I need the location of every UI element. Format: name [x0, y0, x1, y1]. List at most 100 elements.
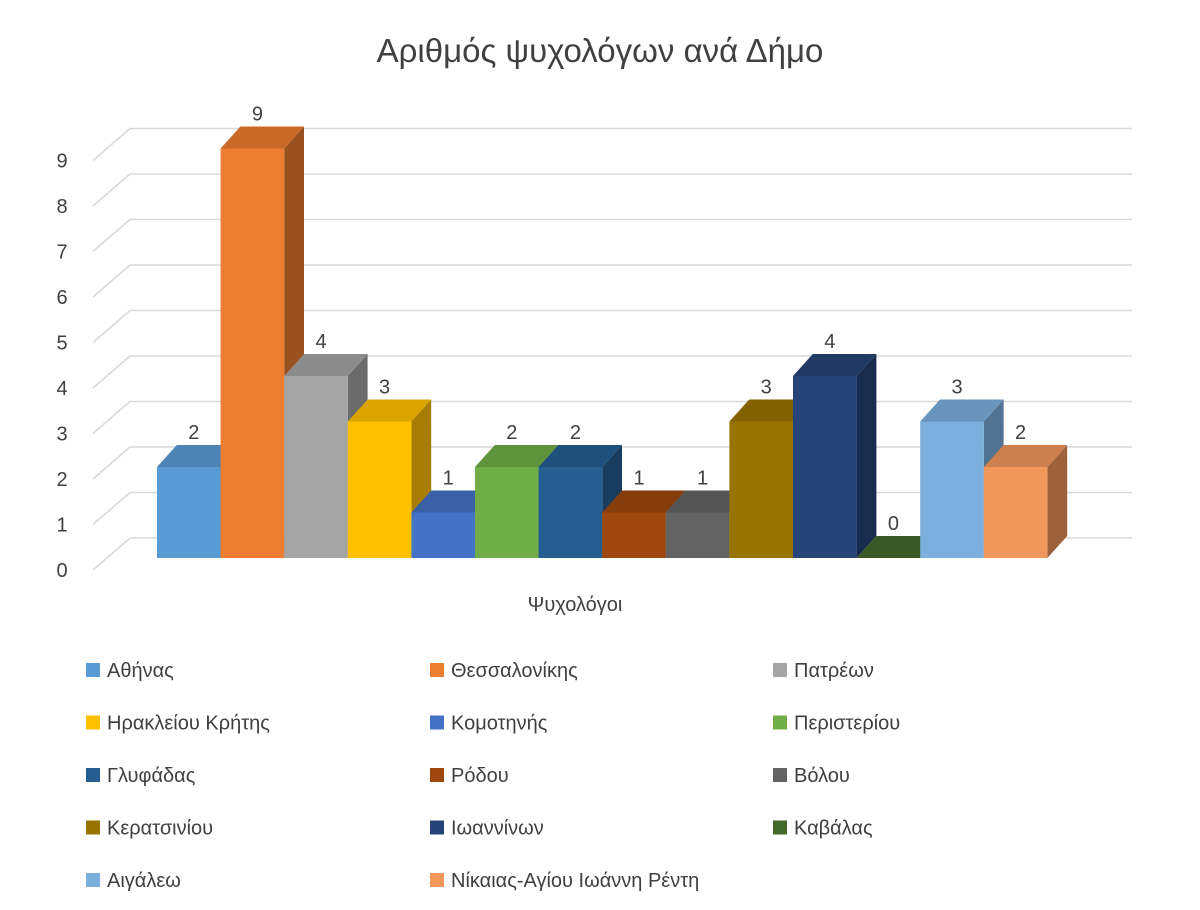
legend-item: Ρόδου: [430, 765, 509, 787]
bar-front: [475, 467, 539, 558]
legend-item: Γλυφάδας: [86, 765, 196, 787]
bar-front: [920, 421, 984, 558]
bar-front: [793, 376, 857, 558]
legend-item: Ιωαννίνων: [430, 818, 544, 840]
legend-label: Αιγάλεω: [107, 870, 181, 892]
data-label: 2: [506, 422, 517, 444]
legend-label: Πατρέων: [794, 660, 874, 682]
y-tick-label: 8: [56, 196, 67, 218]
bar-front: [729, 421, 793, 558]
gridline-diagonal: [92, 491, 131, 526]
legend-label: Κομοτηνής: [451, 713, 548, 735]
legend-item: Κερατσινίου: [86, 818, 213, 840]
legend-item: Αιγάλεω: [86, 870, 181, 892]
legend-swatch: [86, 663, 100, 677]
legend-swatch: [430, 663, 444, 677]
bar-top: [665, 490, 750, 513]
bars: [157, 126, 1068, 558]
legend-label: Ηρακλείου Κρήτης: [107, 713, 270, 735]
legend: Αθήνας Θεσσαλονίκης Πατρέων Ηρακλείου Κρήτη…: [86, 660, 900, 892]
gridline-diagonal: [92, 173, 131, 207]
gridline-diagonal: [92, 446, 131, 480]
bar-top: [475, 445, 559, 467]
gridline-diagonal: [92, 127, 131, 162]
bar-top: [411, 490, 495, 513]
data-label: 2: [1015, 422, 1026, 444]
bar-top: [856, 536, 940, 558]
legend-item: Νίκαιας-Αγίου Ιωάννη Ρέντη: [430, 870, 699, 892]
legend-label: Θεσσαλονίκης: [451, 660, 578, 682]
gridline-diagonal: [92, 355, 131, 389]
y-tick-label: 9: [56, 151, 67, 173]
gridline-diagonal: [92, 309, 131, 344]
legend-swatch: [773, 820, 787, 835]
legend-item: Κομοτηνής: [430, 713, 548, 735]
legend-label: Βόλου: [794, 765, 850, 787]
bar-side: [856, 354, 877, 558]
legend-swatch: [86, 820, 100, 835]
legend-swatch: [86, 715, 100, 730]
legend-label: Ρόδου: [451, 765, 509, 787]
legend-item: Θεσσαλονίκης: [430, 660, 578, 682]
legend-swatch: [86, 768, 100, 782]
data-label: 9: [252, 104, 263, 126]
y-tick-label: 7: [56, 242, 67, 264]
bar-top: [729, 399, 813, 422]
legend-item: Βόλου: [773, 765, 850, 787]
bar-front: [220, 148, 285, 558]
bar-front: [411, 512, 475, 558]
bar-top: [538, 445, 622, 467]
data-label: 1: [633, 468, 644, 490]
gridline-diagonal: [92, 537, 131, 571]
bar-top: [983, 445, 1068, 467]
bar-front: [538, 467, 603, 558]
bar-top: [220, 126, 304, 149]
y-tick-label: 2: [56, 469, 67, 491]
bar-top: [157, 445, 241, 467]
y-axis-ticks: 0 1 2 3 4 5 6 7 8 9: [56, 151, 67, 583]
data-label: 4: [824, 331, 835, 353]
data-label: 1: [443, 468, 454, 490]
x-axis-label: Ψυχολόγοι: [528, 594, 623, 616]
y-tick-label: 1: [56, 515, 67, 537]
legend-label: Κερατσινίου: [107, 818, 213, 840]
bar-top: [602, 490, 686, 513]
data-label: 3: [379, 377, 390, 399]
legend-label: Γλυφάδας: [107, 765, 196, 787]
bar-top: [793, 354, 877, 376]
gridline-diagonal: [92, 400, 131, 435]
bar-top: [920, 399, 1004, 422]
legend-swatch: [430, 873, 444, 887]
legend-label: Περιστερίου: [794, 713, 900, 735]
legend-label: Καβάλας: [794, 818, 873, 840]
bar-front: [983, 467, 1048, 558]
legend-swatch: [86, 873, 100, 887]
bar: [284, 354, 368, 558]
data-label: 0: [888, 513, 899, 535]
legend-item: Ηρακλείου Κρήτης: [86, 713, 270, 735]
y-tick-label: 0: [56, 560, 67, 582]
data-labels: 2 9 4 3 1 2 2 1 1 3 4 0 3 2: [188, 104, 1026, 536]
bar-front: [157, 467, 221, 558]
bar-front: [347, 421, 412, 558]
legend-swatch: [773, 663, 787, 677]
bar: [347, 399, 432, 558]
y-tick-label: 3: [56, 424, 67, 446]
bar-front: [284, 376, 348, 558]
legend-label: Ιωαννίνων: [451, 818, 544, 840]
bar-front: [665, 512, 730, 558]
legend-item: Περιστερίου: [773, 713, 900, 735]
legend-swatch: [773, 768, 787, 782]
legend-swatch: [430, 768, 444, 782]
bar: [856, 536, 940, 558]
bar-front: [602, 512, 666, 558]
bar-side: [1047, 445, 1068, 558]
data-label: 2: [188, 422, 199, 444]
y-tick-label: 6: [56, 287, 67, 309]
data-label: 1: [697, 468, 708, 490]
data-label: 2: [570, 422, 581, 444]
y-tick-label: 4: [56, 378, 67, 400]
bar: [793, 354, 877, 558]
legend-swatch: [773, 715, 787, 730]
